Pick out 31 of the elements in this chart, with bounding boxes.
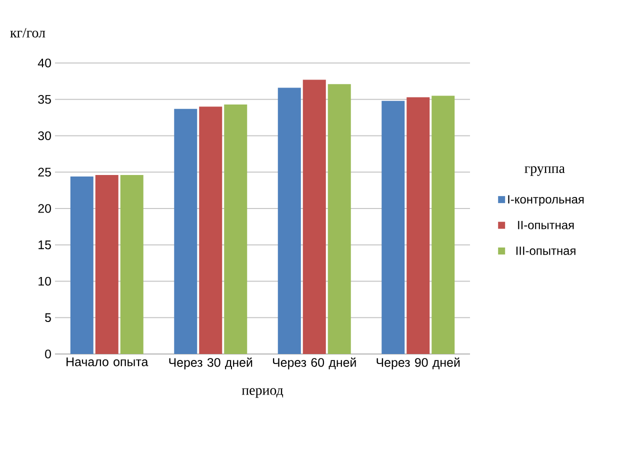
legend-title: группа xyxy=(524,166,565,176)
y-tick-label: 15 xyxy=(38,240,51,250)
y-tick-label: 35 xyxy=(38,94,51,104)
y-tick-label: 10 xyxy=(38,276,51,286)
bar xyxy=(70,176,94,354)
x-axis-title: период xyxy=(242,388,284,398)
bar xyxy=(224,104,248,354)
bar xyxy=(406,97,430,354)
y-tick-label: 30 xyxy=(38,131,51,140)
bar xyxy=(199,106,222,354)
x-tick-label: Через 30 дней xyxy=(169,358,252,370)
bar xyxy=(432,96,455,354)
y-tick-label: 0 xyxy=(45,350,51,358)
legend-label: III-опытная xyxy=(516,246,576,255)
x-tick-label: Через 90 дней xyxy=(376,358,460,370)
y-tick-label: 5 xyxy=(45,313,51,322)
bar xyxy=(302,80,326,354)
legend-label: II-опытная xyxy=(518,220,574,230)
legend-label: I-контрольная xyxy=(508,195,584,206)
x-tick-label: Через 60 дней xyxy=(273,358,356,370)
bar xyxy=(278,88,301,354)
y-tick-label: 25 xyxy=(38,168,51,177)
bar xyxy=(328,84,351,354)
y-tick-label: 20 xyxy=(38,204,51,213)
x-tick-label: Начало опыта xyxy=(66,358,148,366)
bar xyxy=(174,108,198,354)
y-axis-title: кг/гол xyxy=(10,28,46,38)
bar xyxy=(382,100,405,354)
y-tick-label: 40 xyxy=(38,58,51,68)
bar xyxy=(120,175,144,354)
bar xyxy=(95,175,118,354)
